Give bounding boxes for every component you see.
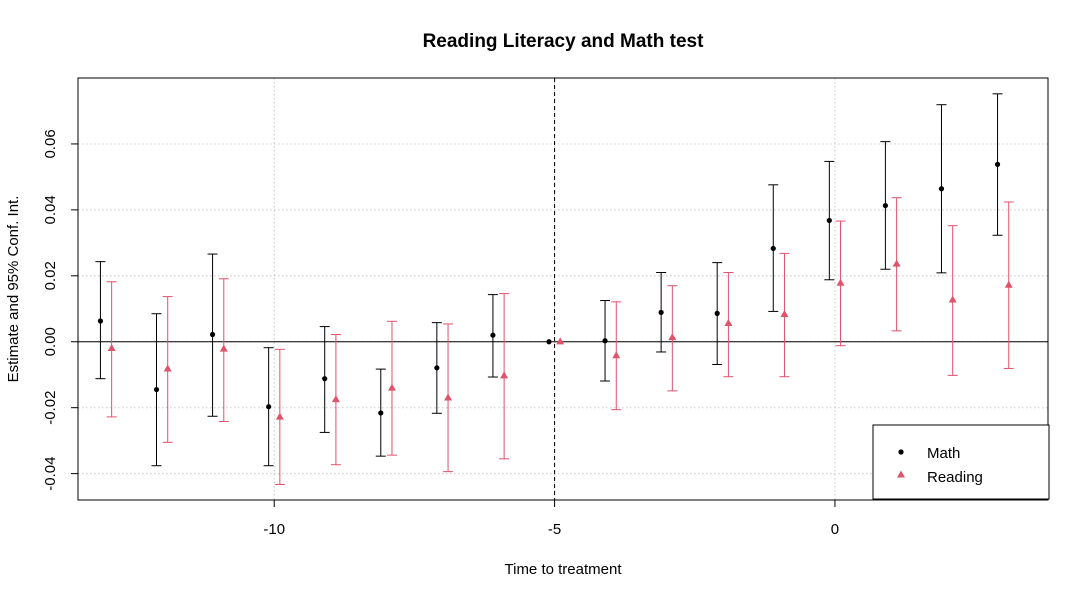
legend-box bbox=[872, 424, 1050, 500]
y-tick-label: 0.02 bbox=[42, 261, 59, 290]
legend-reading-marker bbox=[897, 470, 905, 478]
reading-point bbox=[387, 383, 396, 391]
series-layer bbox=[95, 93, 1014, 486]
reading-point bbox=[724, 318, 733, 326]
x-axis: -10 -5 0 bbox=[263, 500, 839, 538]
series-reading bbox=[106, 197, 1014, 486]
reading-point bbox=[275, 412, 284, 420]
math-point bbox=[602, 338, 608, 344]
plot-frame bbox=[77, 77, 1049, 501]
reading-point bbox=[836, 278, 845, 286]
reading-point bbox=[331, 395, 340, 403]
y-tick-label: 0.04 bbox=[42, 195, 59, 224]
math-point bbox=[882, 202, 888, 209]
math-point bbox=[490, 332, 496, 338]
math-point bbox=[826, 217, 832, 224]
reference-lines bbox=[78, 78, 1048, 500]
y-axis-label: Estimate and 95% Conf. Int. bbox=[5, 196, 22, 383]
y-axis: -0.04 -0.02 0.00 0.02 0.04 0.06 bbox=[42, 129, 78, 491]
legend-reading-label: Reading bbox=[927, 469, 983, 486]
math-point bbox=[209, 331, 216, 338]
math-point bbox=[434, 365, 440, 371]
math-point bbox=[994, 161, 1001, 167]
reading-point bbox=[444, 393, 453, 401]
y-tick-label: -0.04 bbox=[42, 457, 59, 491]
math-point bbox=[378, 410, 384, 416]
reading-point bbox=[219, 344, 228, 352]
x-tick-label: -5 bbox=[548, 521, 561, 538]
math-point bbox=[97, 318, 104, 324]
legend-math-label: Math bbox=[927, 445, 960, 462]
reading-point bbox=[780, 310, 789, 318]
math-point bbox=[938, 186, 945, 192]
reading-point bbox=[668, 333, 677, 341]
math-point bbox=[153, 386, 160, 393]
reading-point bbox=[1004, 280, 1013, 288]
reading-point bbox=[556, 337, 565, 345]
y-tick-label: 0.06 bbox=[42, 129, 59, 158]
y-tick-label: 0.00 bbox=[42, 327, 59, 356]
x-tick-label: 0 bbox=[831, 521, 839, 538]
math-point bbox=[322, 376, 328, 382]
reading-point bbox=[163, 364, 172, 372]
reading-point bbox=[612, 351, 621, 359]
math-point bbox=[770, 245, 776, 252]
x-tick-label: -10 bbox=[263, 521, 285, 538]
reading-point bbox=[500, 371, 509, 379]
math-point bbox=[658, 309, 664, 316]
math-point bbox=[714, 310, 720, 316]
reading-point bbox=[892, 259, 901, 267]
x-axis-label: Time to treatment bbox=[505, 561, 623, 578]
series-math bbox=[95, 93, 1003, 467]
chart-title: Reading Literacy and Math test bbox=[423, 31, 705, 52]
math-point bbox=[266, 404, 272, 410]
y-tick-label: -0.02 bbox=[42, 391, 59, 425]
legend-math-marker bbox=[898, 449, 904, 455]
reading-point bbox=[107, 344, 116, 352]
reading-point bbox=[948, 295, 957, 303]
legend: Math Reading bbox=[872, 424, 1050, 500]
math-point bbox=[546, 339, 552, 345]
